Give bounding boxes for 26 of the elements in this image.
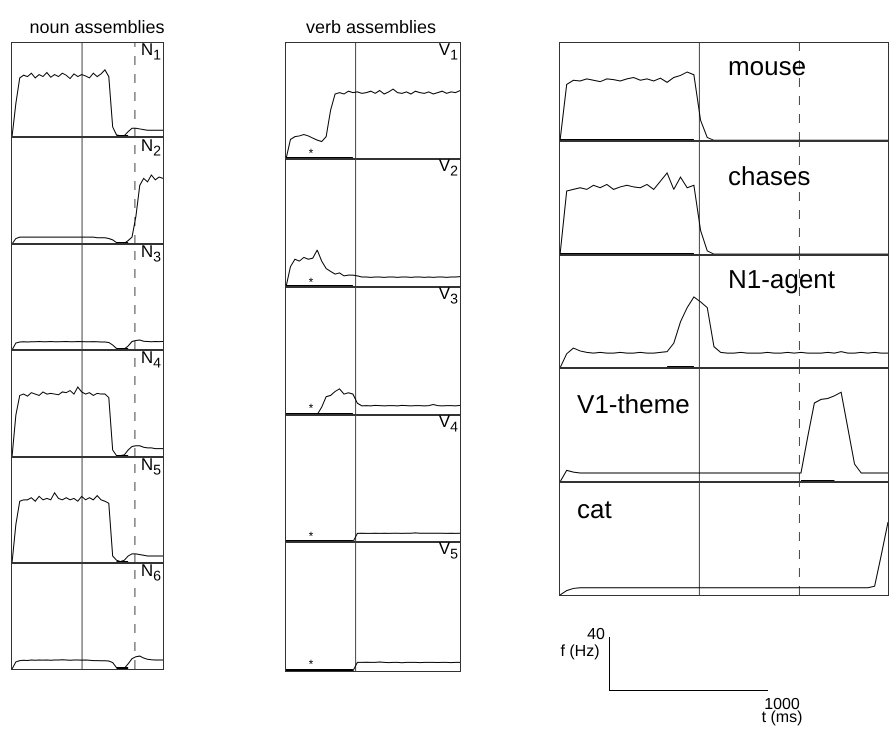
text: 40 (587, 626, 605, 643)
annotation: * (308, 146, 314, 160)
chart-title: V$_{4}$ (438, 412, 458, 436)
annotation: * (308, 529, 314, 543)
annotation: * (308, 275, 314, 289)
chart-title: cat (577, 494, 612, 524)
text: noun assemblies (29, 17, 165, 37)
chart-title: V$_{5}$ (438, 539, 458, 562)
chart-title: N$_{2}$ (140, 136, 161, 160)
chart-title: V$_{1}$ (438, 40, 458, 64)
chart-title: V$_{3}$ (438, 284, 458, 308)
chart-title: V1-theme (577, 389, 690, 419)
text: f (Hz) (560, 643, 600, 660)
text: t (ms) (762, 709, 802, 726)
annotation: * (308, 401, 314, 415)
chart-title: mouse (728, 51, 806, 81)
chart-title: N$_{3}$ (140, 242, 161, 266)
text: verb assemblies (306, 17, 436, 37)
chart-title: N$_{4}$ (140, 348, 161, 372)
chart-title: chases (728, 161, 810, 191)
chart-title: N$_{1}$ (140, 40, 161, 64)
chart-title: N$_{5}$ (140, 455, 161, 478)
chart-title: V$_{2}$ (438, 156, 458, 180)
chart-title: N1-agent (728, 264, 835, 294)
annotation: * (308, 657, 314, 671)
chart-title: N$_{6}$ (140, 561, 161, 584)
